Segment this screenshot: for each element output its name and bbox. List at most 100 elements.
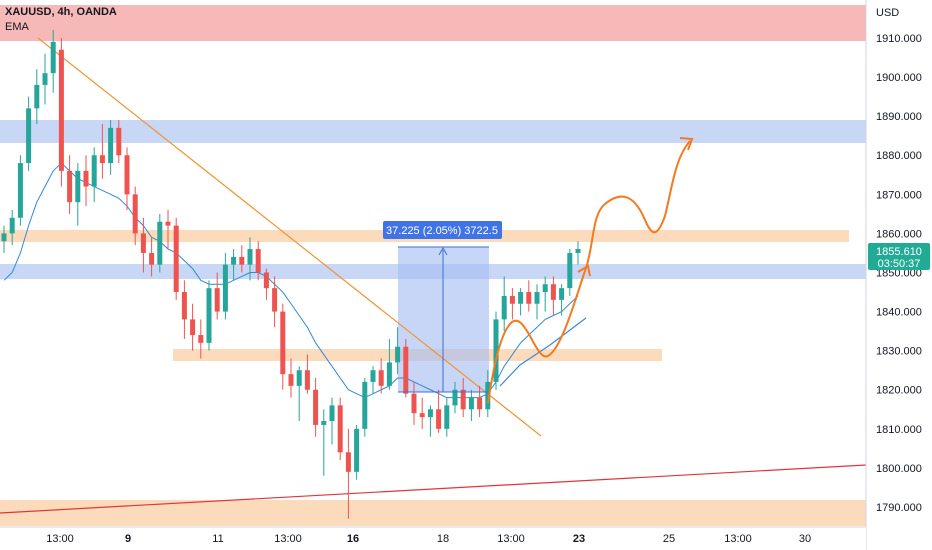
x-tick-label: 16 (347, 533, 359, 545)
small-arrow-head (577, 264, 591, 277)
candle-body (91, 155, 97, 187)
candles-layer (1, 30, 581, 519)
candle-body (247, 249, 253, 265)
x-tick-label: 13:00 (497, 533, 525, 545)
x-tick-label: 23 (573, 533, 585, 545)
zones-layer (0, 5, 866, 526)
candle-body (370, 370, 376, 382)
candle-body (329, 405, 335, 422)
candle-body (534, 292, 540, 304)
candle-body (222, 264, 228, 312)
candle-body (386, 362, 392, 386)
candle-body (239, 256, 245, 265)
candle-body (419, 413, 425, 418)
orange-downtrend-line (37, 37, 542, 437)
forecast-arrow-head (679, 137, 694, 151)
candle-body (403, 346, 409, 394)
y-ticks: 1910.000 1900.000 1890.000 1880.000 1870.000… (876, 33, 922, 514)
y-tick-label: 1880.000 (876, 150, 922, 162)
candle-body (214, 288, 220, 312)
candle-body (116, 127, 122, 156)
candle-body (165, 221, 171, 226)
trendlines-layer (0, 37, 867, 514)
countdown-label: 03:50:37 (878, 258, 921, 270)
candle-body (50, 41, 56, 74)
candle-body (108, 127, 114, 164)
candle-body (567, 252, 573, 289)
price-axis-bg (866, 0, 932, 550)
indicator-label: EMA (5, 21, 29, 33)
measure-arrow-head (438, 246, 448, 256)
candle-body (362, 381, 368, 429)
last-price-label: 1855.610 (876, 246, 922, 258)
candle-body (518, 292, 524, 304)
y-tick-label: 1860.000 (876, 228, 922, 240)
candle-body (444, 405, 450, 429)
candle-body (9, 217, 15, 234)
candle-body (501, 295, 507, 320)
candle-body (411, 393, 417, 414)
red-uptrend-line (0, 464, 867, 514)
resistance-zone-top (0, 5, 866, 41)
candle-body (34, 84, 40, 109)
candle-body (124, 155, 130, 195)
candle-body (304, 370, 310, 390)
ema-projection-line (499, 317, 587, 387)
candle-body (132, 194, 138, 234)
y-tick-label: 1790.000 (876, 502, 922, 514)
candle-body (1, 233, 7, 242)
y-tick-label: 1850.000 (876, 267, 922, 279)
y-tick-label: 1890.000 (876, 111, 922, 123)
candle-body (288, 374, 294, 386)
x-ticks: 13:00 9 11 13:00 16 18 13:00 23 25 13:00 30 (46, 533, 811, 545)
candle-body (436, 409, 442, 429)
candle-body (157, 221, 163, 265)
candle-body (575, 249, 581, 253)
x-tick-label: 18 (437, 533, 449, 545)
x-tick-label: 13:00 (274, 533, 302, 545)
orange-zone-bottom (0, 500, 866, 526)
candle-body (313, 389, 319, 425)
y-tick-label: 1910.000 (876, 33, 922, 45)
candle-body (17, 163, 23, 218)
candle-body (255, 249, 261, 273)
x-tick-label: 25 (663, 533, 675, 545)
candle-body (231, 256, 237, 265)
candle-body (26, 108, 32, 164)
candle-body (485, 381, 491, 410)
x-tick-label: 11 (212, 533, 223, 545)
candle-body (354, 428, 360, 472)
y-tick-label: 1870.000 (876, 189, 922, 201)
x-tick-label: 13:00 (46, 533, 74, 545)
candle-body (542, 284, 548, 293)
x-tick-label: 9 (125, 533, 131, 545)
x-tick-label: 13:00 (724, 533, 752, 545)
candle-body (345, 452, 351, 472)
blue-zone-upper (0, 120, 866, 143)
measure-label: 37.225 (2.05%) 3722.5 (386, 225, 498, 237)
y-tick-label: 1840.000 (876, 307, 922, 319)
candle-body (395, 346, 401, 363)
candle-body (550, 284, 556, 300)
forecast-path (487, 140, 691, 404)
candle-body (83, 170, 89, 187)
symbol-title: XAUUSD, 4h, OANDA (5, 6, 117, 18)
candle-body (460, 389, 466, 410)
candle-body (509, 295, 515, 304)
candle-body (272, 288, 278, 312)
ema-line (3, 162, 579, 399)
candle-body (427, 409, 433, 418)
candle-body (173, 225, 179, 293)
candle-body (526, 292, 532, 304)
candle-body (181, 292, 187, 320)
candle-body (477, 397, 483, 410)
y-tick-label: 1800.000 (876, 463, 922, 475)
y-tick-label: 1820.000 (876, 385, 922, 397)
last-price-badge (868, 243, 930, 270)
candle-body (559, 288, 565, 300)
drawings-layer: 37.225 (2.05%) 3722.5 (383, 137, 694, 404)
candle-body (149, 252, 155, 265)
candle-body (452, 389, 458, 406)
